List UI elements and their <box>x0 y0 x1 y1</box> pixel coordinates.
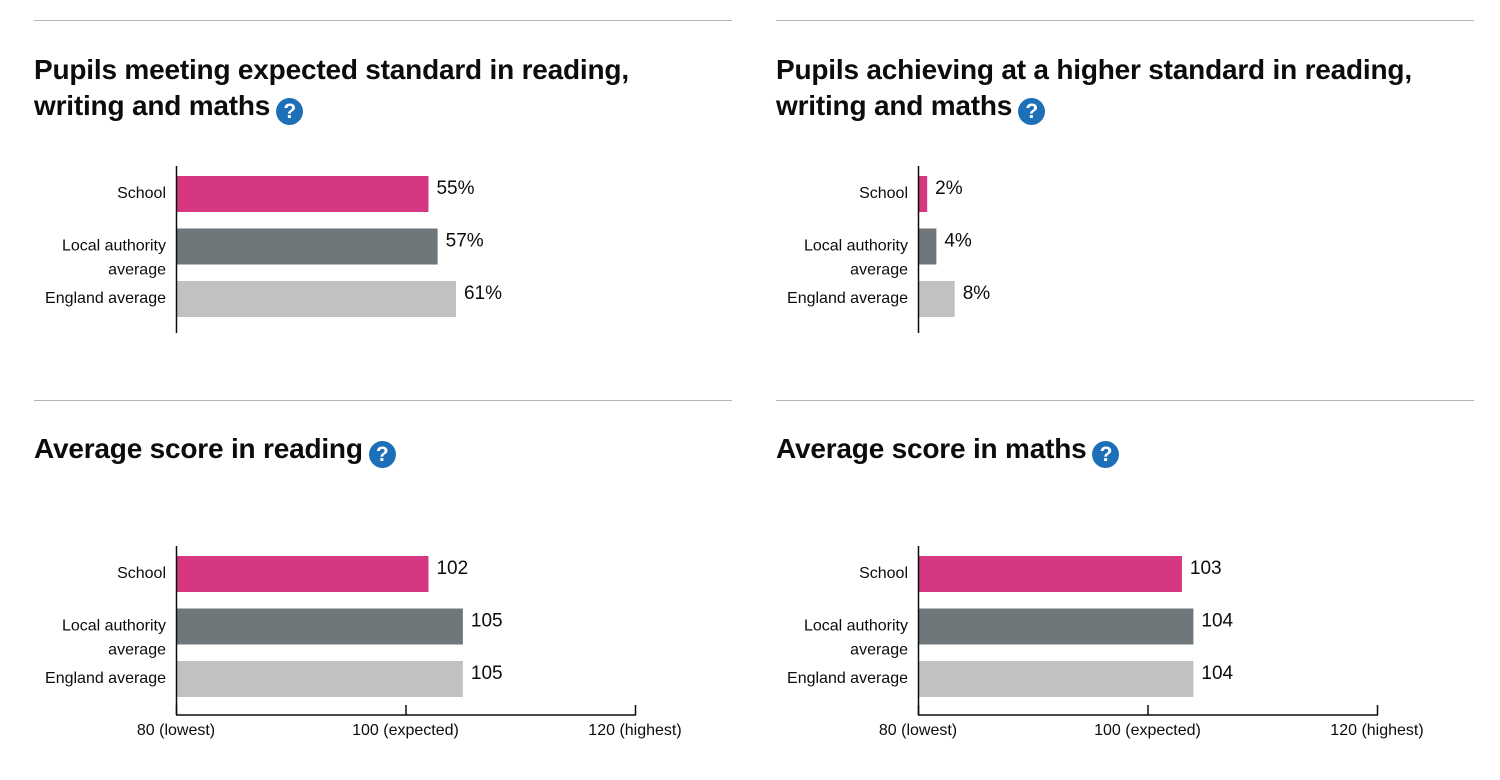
category-label: average <box>108 642 166 659</box>
bar-2 <box>918 661 1194 697</box>
value-label: 57% <box>446 231 484 252</box>
x-tick-label: 80 (lowest) <box>137 722 215 739</box>
category-label: School <box>859 185 908 202</box>
panel-title-text: Average score in reading <box>34 433 363 464</box>
x-tick-label: 100 (expected) <box>352 722 459 739</box>
panel-title: Pupils achieving at a higher standard in… <box>776 52 1466 125</box>
category-label: Local authority <box>804 618 908 635</box>
section-divider <box>776 400 1474 401</box>
bar-chart: 2% School 4% Local authority average 8% Englan… <box>787 166 991 333</box>
value-label: 55% <box>436 178 474 199</box>
bar-2 <box>918 281 955 317</box>
x-tick-label: 100 (expected) <box>1094 722 1201 739</box>
bar-2 <box>176 281 456 317</box>
help-question-icon[interactable]: ? <box>276 98 304 125</box>
category-label: School <box>117 565 166 582</box>
bar-0 <box>176 556 429 592</box>
panel-higher-standard: Pupils achieving at a higher standard in… <box>776 20 1474 400</box>
panel-title: Average score in maths? <box>776 431 1466 468</box>
value-label: 104 <box>1201 611 1233 632</box>
category-label: average <box>850 642 908 659</box>
bar-0 <box>918 556 1182 592</box>
panel-average-maths: Average score in maths? 103 School 104 Loca… <box>776 400 1474 780</box>
category-label: Local authority <box>62 618 166 635</box>
section-divider <box>776 20 1474 21</box>
bar-1 <box>918 608 1194 645</box>
panel-title-text: Pupils meeting expected standard in read… <box>34 54 629 121</box>
category-label: Local authority <box>804 238 908 255</box>
help-question-icon[interactable]: ? <box>1092 441 1120 468</box>
help-question-icon[interactable]: ? <box>1018 98 1046 125</box>
value-label: 8% <box>963 283 991 304</box>
value-label: 105 <box>471 611 503 632</box>
category-label: England average <box>45 290 166 307</box>
category-label: Local authority <box>62 238 166 255</box>
x-tick-label: 80 (lowest) <box>879 722 957 739</box>
panel-title: Pupils meeting expected standard in read… <box>34 52 724 125</box>
category-label: School <box>117 185 166 202</box>
panel-title: Average score in reading? <box>34 431 724 468</box>
value-label: 102 <box>436 558 468 579</box>
panel-title-text: Average score in maths <box>776 433 1087 464</box>
category-label: average <box>850 262 908 279</box>
category-label: School <box>859 565 908 582</box>
section-divider <box>34 400 732 401</box>
value-label: 4% <box>944 231 972 252</box>
bar-1 <box>918 228 937 265</box>
panel-title-text: Pupils achieving at a higher standard in… <box>776 54 1412 121</box>
bar-2 <box>176 661 463 697</box>
panel-average-reading: Average score in reading? 102 School 105 Lo… <box>34 400 732 780</box>
value-label: 105 <box>471 663 503 684</box>
x-tick-label: 120 (highest) <box>588 722 681 739</box>
category-label: England average <box>787 670 908 687</box>
bar-0 <box>918 176 928 212</box>
value-label: 2% <box>935 178 963 199</box>
value-label: 104 <box>1201 663 1233 684</box>
bar-1 <box>176 228 438 265</box>
bar-0 <box>176 176 429 212</box>
panel-expected-standard: Pupils meeting expected standard in read… <box>34 20 732 400</box>
value-label: 103 <box>1190 558 1222 579</box>
category-label: England average <box>45 670 166 687</box>
help-question-icon[interactable]: ? <box>368 441 396 468</box>
value-label: 61% <box>464 283 502 304</box>
category-label: average <box>108 262 166 279</box>
bar-chart: 102 School 105 Local authority average 105 Eng… <box>45 546 682 739</box>
category-label: England average <box>787 290 908 307</box>
x-tick-label: 120 (highest) <box>1330 722 1423 739</box>
bar-1 <box>176 608 463 645</box>
bar-chart: 103 School 104 Local authority average 104 Eng… <box>787 546 1424 739</box>
section-divider <box>34 20 732 21</box>
bar-chart: 55% School 57% Local authority average 61% Eng… <box>45 166 502 333</box>
